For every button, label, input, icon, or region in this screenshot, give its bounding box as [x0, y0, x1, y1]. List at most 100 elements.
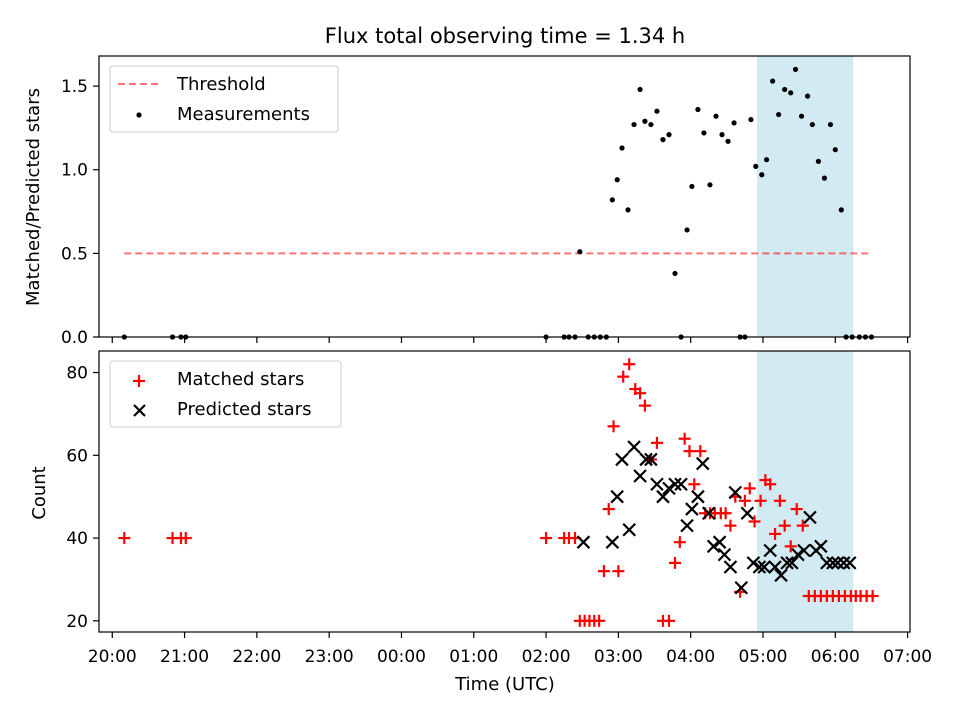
- predicted-star-point: [633, 469, 647, 483]
- measurement-point: [815, 158, 822, 164]
- measurement-point: [684, 227, 690, 233]
- matched-star-point: [597, 565, 610, 578]
- bottom-panel: 20 40 60 80 20:00 21:00 22:00 23:00 00:00 01:00 0…: [29, 350, 932, 695]
- x-tick-label: 00:00: [377, 647, 426, 667]
- measurement-point: [660, 137, 666, 143]
- measurement-point: [648, 121, 654, 128]
- matched-star-point: [764, 478, 777, 491]
- predicted-star-point: [605, 535, 620, 549]
- highlight-span-bottom: [756, 351, 854, 632]
- measurement-point: [827, 121, 834, 128]
- legend-label-threshold: Threshold: [176, 74, 266, 95]
- predicted-star-point: [701, 506, 716, 521]
- measurement-point: [642, 118, 648, 124]
- predicted-star-point: [685, 502, 699, 516]
- predicted-star-point: [757, 560, 771, 574]
- x-tick-label: 22:00: [232, 647, 281, 667]
- top-y-axis-label: Matched/Predicted stars: [23, 88, 44, 306]
- matched-star-point: [617, 370, 630, 383]
- y-tick-label: 20: [66, 612, 88, 632]
- matched-star-point: [662, 614, 675, 627]
- x-tick-label: 03:00: [594, 647, 643, 667]
- matched-star-point: [669, 556, 682, 569]
- measurement-point: [731, 120, 737, 126]
- predicted-star-point: [615, 452, 629, 467]
- predicted-star-point: [695, 456, 710, 471]
- measurement-point: [609, 197, 615, 203]
- matched-star-point: [638, 399, 651, 412]
- measurement-point: [804, 93, 811, 99]
- predicted-star-point: [668, 477, 682, 492]
- y-tick-label: 40: [66, 529, 88, 549]
- matched-star-point: [623, 358, 636, 371]
- measurement-point: [821, 175, 828, 181]
- matched-star-point: [694, 445, 707, 458]
- predicted-star-point: [717, 547, 732, 562]
- measurement-point: [637, 86, 643, 93]
- bottom-y-axis-label: Count: [29, 466, 50, 519]
- measurement-point: [753, 163, 759, 169]
- predicted-star-point: [803, 510, 817, 525]
- measurement-point: [748, 116, 754, 123]
- predicted-star-point: [785, 556, 799, 570]
- highlight-span-top: [756, 56, 854, 337]
- predicted-star-point: [780, 556, 794, 570]
- highlight-span-rect: [756, 351, 854, 632]
- x-tick-label: 07:00: [883, 647, 932, 667]
- y-tick-label: 60: [66, 446, 88, 466]
- measurement-point: [666, 132, 672, 138]
- measurement-point: [809, 121, 815, 128]
- measurement-point: [770, 78, 776, 84]
- predicted-star-point: [691, 489, 705, 504]
- top-legend: Threshold Measurements: [109, 65, 339, 133]
- measurement-point: [776, 111, 782, 118]
- matched-star-point: [769, 527, 782, 540]
- measurement-point: [689, 183, 695, 190]
- predicted-star-point: [826, 556, 840, 570]
- measurements-legend-swatch: [136, 112, 142, 118]
- y-tick-label: 0.0: [61, 328, 88, 348]
- highlight-span-rect: [756, 56, 854, 337]
- measurement-point: [832, 147, 838, 153]
- bottom-legend-box: [109, 360, 342, 428]
- legend-label-matched-stars: Matched stars: [177, 369, 304, 390]
- predicted-star-point: [814, 539, 828, 554]
- matched-star-point: [607, 420, 620, 433]
- x-tick-label: 23:00: [305, 647, 354, 667]
- matched-stars-legend-swatch: [133, 375, 145, 387]
- matched-star-point: [773, 494, 786, 507]
- top-y-axis: 0.0 0.5 1.0 1.5: [61, 77, 99, 348]
- matched-star-point: [796, 519, 809, 532]
- measurement-point: [763, 157, 770, 163]
- predicted-star-point: [820, 556, 834, 570]
- legend-label-predicted-stars: Predicted stars: [177, 399, 311, 420]
- top-panel: 0.0 0.5 1.0 1.5 Matched/Predicted stars Thr…: [23, 55, 911, 348]
- measurement-point: [701, 130, 707, 136]
- measurement-point: [695, 106, 701, 113]
- bottom-legend: Matched stars Predicted stars: [109, 360, 342, 428]
- matched-star-point: [724, 519, 737, 532]
- matched-star-point: [634, 387, 647, 400]
- predicted-star-point: [797, 543, 811, 558]
- predicted-stars-legend-swatch: [133, 404, 146, 417]
- measurement-point: [707, 182, 713, 188]
- x-axis-label: Time (UTC): [454, 674, 555, 695]
- matched-star-point: [784, 540, 797, 553]
- measurement-point: [631, 121, 637, 128]
- matched-star-point: [593, 614, 606, 627]
- y-tick-label: 80: [66, 364, 88, 384]
- measurement-point: [792, 66, 799, 72]
- matched-star-point: [748, 515, 761, 528]
- predicted-star-point: [674, 477, 688, 492]
- predicted-star-point: [723, 560, 738, 574]
- matched-star-point: [179, 532, 192, 545]
- predicted-star-point: [746, 556, 761, 570]
- matched-star-point: [683, 445, 696, 458]
- measurement-point: [838, 207, 844, 213]
- measurement-point: [614, 177, 620, 183]
- matched-star-point: [118, 532, 131, 545]
- predicted-star-point: [576, 535, 591, 549]
- predicted-star-point: [650, 477, 664, 492]
- y-tick-label: 1.5: [61, 77, 88, 97]
- matched-star-point: [743, 482, 756, 495]
